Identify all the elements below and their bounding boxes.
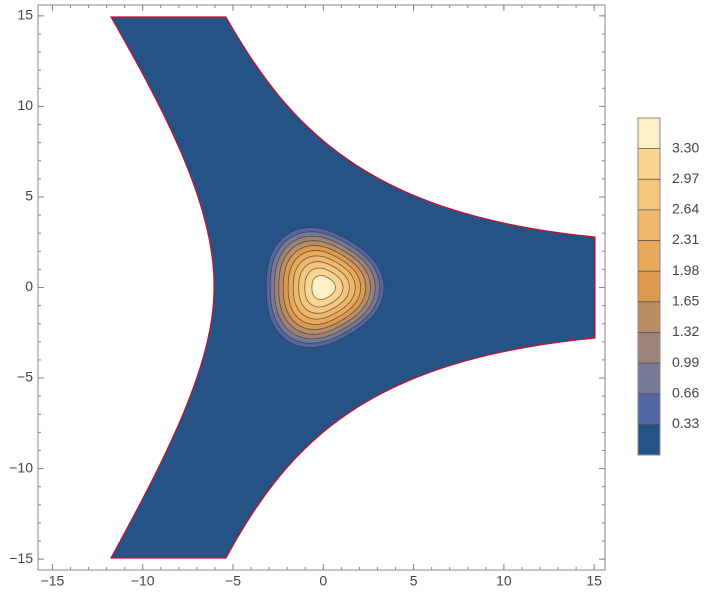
y-tick-label: 10 (17, 97, 33, 113)
colorbar-band (638, 209, 660, 241)
colorbar-tick-label: 1.32 (672, 323, 699, 339)
colorbar-tick-label: 2.64 (672, 201, 699, 217)
colorbar-band (638, 148, 660, 180)
colorbar-tick-label: 1.98 (672, 262, 699, 278)
x-tick-label: 10 (496, 573, 512, 589)
colorbar-band (638, 301, 660, 333)
y-tick-label: 15 (17, 7, 33, 23)
colorbar-tick-label: 0.33 (672, 415, 699, 431)
colorbar-tick-label: 0.66 (672, 384, 699, 400)
colorbar-tick-label: 2.31 (672, 231, 699, 247)
colorbar-band (638, 332, 660, 364)
y-tick-label: −10 (9, 459, 33, 475)
y-tick-label: −5 (17, 369, 33, 385)
colorbar-band (638, 179, 660, 210)
y-tick-label: 0 (25, 278, 33, 294)
colorbar-tick-label: 1.65 (672, 293, 699, 309)
colorbar-tick-label: 2.97 (672, 170, 699, 186)
colorbar-frame (637, 117, 661, 456)
y-tick-label: −15 (9, 550, 33, 566)
x-tick-label: −15 (41, 573, 65, 589)
colorbar-tick-label: 0.99 (672, 354, 699, 370)
colorbar-band (638, 271, 660, 302)
colorbar-band (638, 118, 660, 149)
colorbar-band (638, 424, 660, 455)
y-tick-label: 5 (25, 188, 33, 204)
colorbar-band (638, 240, 660, 272)
x-tick-label: 5 (410, 573, 418, 589)
x-tick-label: 15 (586, 573, 602, 589)
colorbar-tick-label: 3.30 (672, 139, 699, 155)
x-tick-label: 0 (319, 573, 327, 589)
colorbar-band (638, 393, 660, 425)
x-tick-label: −5 (225, 573, 241, 589)
plot-area (109, 16, 596, 559)
x-tick-label: −10 (131, 573, 155, 589)
colorbar-band (638, 363, 660, 394)
contour-band (311, 275, 336, 300)
